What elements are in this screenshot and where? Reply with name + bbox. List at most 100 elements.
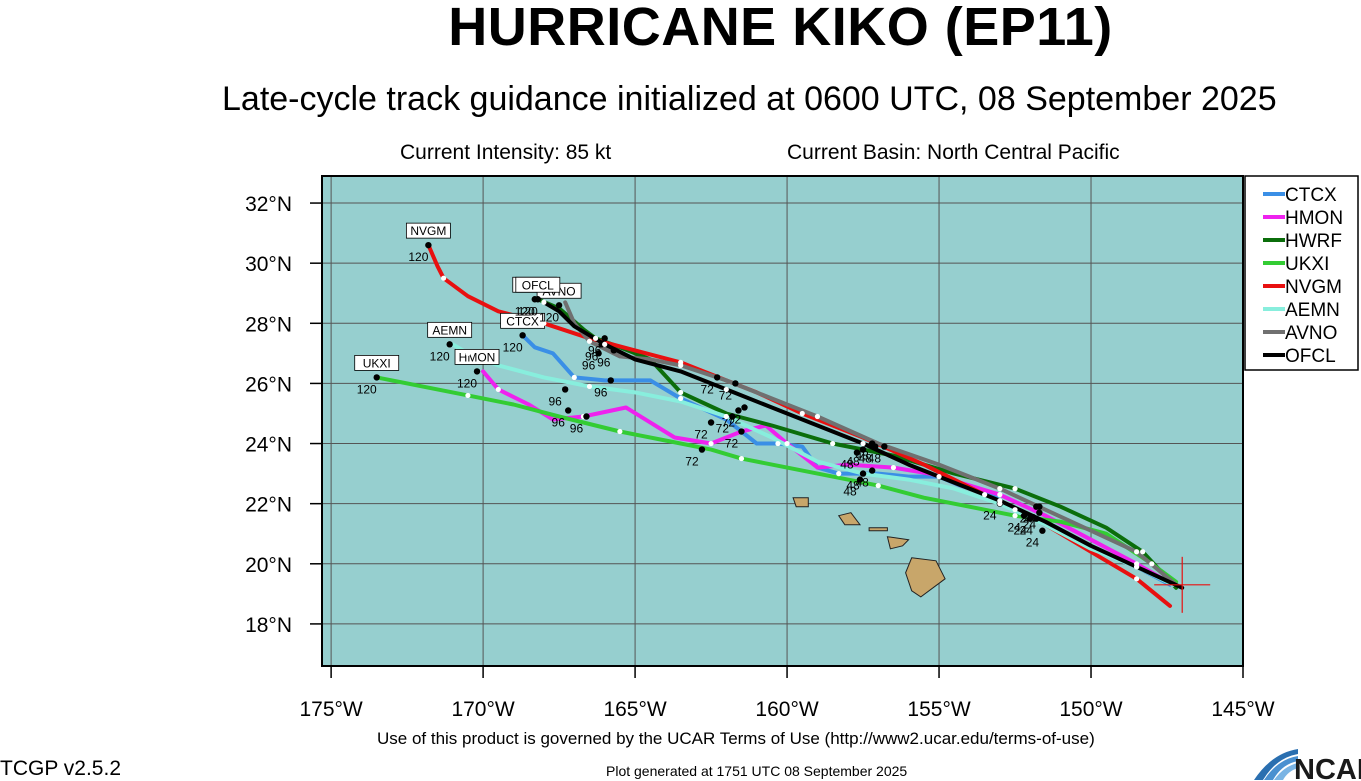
track-point-white bbox=[1140, 549, 1146, 555]
track-point-white bbox=[875, 483, 881, 489]
legend-label-ukxi: UKXI bbox=[1285, 254, 1329, 275]
generated-timestamp: Plot generated at 1751 UTC 08 September … bbox=[606, 763, 908, 779]
model-tag-ukxi: UKXI bbox=[354, 355, 400, 371]
track-point-white bbox=[814, 413, 821, 420]
forecast-hour-label: 120 bbox=[457, 376, 477, 390]
track-point-white bbox=[495, 386, 501, 393]
forecast-hour-point bbox=[741, 404, 748, 411]
model-tag-hmon: HMON bbox=[454, 348, 500, 365]
track-point-white bbox=[1134, 564, 1140, 570]
forecast-hour-label: 48 bbox=[868, 452, 882, 466]
forecast-hour-point bbox=[1033, 515, 1040, 522]
forecast-hour-point bbox=[735, 407, 742, 414]
track-point-white bbox=[678, 395, 684, 402]
track-point-white bbox=[602, 341, 608, 347]
forecast-hour-label: 120 bbox=[430, 349, 450, 363]
forecast-hour-label: 96 bbox=[585, 349, 599, 363]
track-point-white bbox=[571, 374, 577, 381]
legend-box bbox=[1244, 175, 1359, 371]
forecast-hour-point bbox=[373, 374, 380, 381]
model-tag-label: UKXI bbox=[363, 356, 391, 370]
track-point-white bbox=[723, 413, 729, 420]
legend-label-hwrf: HWRF bbox=[1285, 231, 1342, 252]
forecast-hour-point bbox=[473, 368, 481, 375]
forecast-hour-label: 48 bbox=[840, 458, 854, 472]
forecast-hour-point bbox=[534, 296, 542, 303]
forecast-hour-point bbox=[595, 350, 602, 357]
forecast-hour-point bbox=[732, 380, 739, 387]
model-tag-label: AEMN bbox=[432, 323, 467, 337]
forecast-hour-point bbox=[872, 443, 879, 450]
forecast-hour-label: 96 bbox=[570, 421, 584, 435]
forecast-hour-point bbox=[519, 332, 526, 339]
track-point-white bbox=[997, 486, 1003, 492]
forecast-hour-label: 72 bbox=[716, 421, 730, 435]
forecast-hour-label: 72 bbox=[722, 415, 736, 429]
island-maui bbox=[886, 536, 910, 550]
forecast-hour-point bbox=[713, 374, 721, 381]
current-basin: Current Basin: North Central Pacific bbox=[787, 141, 1120, 164]
track-point-white bbox=[440, 275, 447, 281]
map-frame bbox=[321, 175, 1244, 667]
model-tag-ofcl: OFCL bbox=[515, 276, 561, 293]
forecast-hour-label: 24 bbox=[1020, 524, 1034, 538]
track-point-white bbox=[775, 440, 781, 447]
track-point-white bbox=[723, 386, 729, 393]
x-tick-label: 155°W bbox=[907, 698, 970, 721]
y-tick-label: 26°N bbox=[245, 373, 292, 396]
y-tick-label: 28°N bbox=[245, 313, 292, 336]
forecast-hour-point bbox=[425, 241, 432, 249]
forecast-hour-point bbox=[868, 467, 876, 474]
track-point-white bbox=[982, 492, 988, 498]
forecast-hour-label: 24 bbox=[1023, 512, 1037, 526]
forecast-hour-point bbox=[1036, 509, 1043, 516]
forecast-hour-label: 120 bbox=[539, 310, 559, 324]
forecast-hour-label: 96 bbox=[548, 394, 562, 408]
track-point-white bbox=[541, 299, 547, 305]
forecast-hour-point bbox=[738, 428, 745, 435]
forecast-hour-label: 120 bbox=[408, 250, 428, 264]
track-aemn bbox=[450, 342, 1176, 587]
forecast-hour-label: 48 bbox=[859, 452, 873, 466]
forecast-hour-label: 120 bbox=[357, 382, 377, 396]
forecast-hour-label: 24 bbox=[1014, 524, 1028, 538]
track-point-white bbox=[1012, 513, 1018, 519]
track-point-white bbox=[592, 335, 599, 341]
forecast-hour-label: 24 bbox=[983, 509, 997, 523]
legend-label-nvgm: NVGM bbox=[1285, 277, 1342, 298]
forecast-hour-label: 96 bbox=[594, 385, 608, 399]
island-oahu bbox=[837, 512, 862, 526]
track-point-white bbox=[586, 383, 593, 390]
forecast-hour-point bbox=[881, 443, 888, 450]
legend-label-aemn: AEMN bbox=[1285, 300, 1340, 321]
track-point-white bbox=[860, 440, 866, 447]
track-point-white bbox=[836, 471, 842, 477]
track-point-white bbox=[678, 389, 684, 396]
island-molokai bbox=[868, 527, 888, 532]
y-tick-label: 18°N bbox=[245, 614, 292, 637]
island-hawaii bbox=[905, 557, 946, 598]
track-point-white bbox=[997, 492, 1003, 498]
model-tag-ctcx: CTCX bbox=[500, 312, 546, 329]
forecast-hour-point bbox=[1020, 512, 1028, 519]
forecast-hour-label: 72 bbox=[700, 382, 714, 396]
model-tag-aemn: AEMN bbox=[427, 321, 473, 338]
forecast-hour-point bbox=[859, 446, 867, 453]
forecast-hour-label: 72 bbox=[725, 437, 739, 451]
track-point-white bbox=[738, 455, 745, 462]
track-point-white bbox=[678, 362, 684, 368]
model-tag-label: OFCL bbox=[522, 278, 554, 292]
track-point-white bbox=[1149, 561, 1155, 567]
track-point-white bbox=[997, 498, 1003, 504]
terms-of-use-text: Use of this product is governed by the U… bbox=[377, 729, 1095, 748]
track-point-white bbox=[586, 338, 593, 344]
forecast-hour-label: 120 bbox=[518, 304, 538, 318]
track-point-white bbox=[830, 440, 836, 447]
model-tag-label: NVGM bbox=[410, 224, 446, 238]
forecast-hour-point bbox=[853, 449, 861, 456]
forecast-hour-point bbox=[1027, 515, 1034, 522]
legend-label-avno: AVNO bbox=[1285, 323, 1337, 344]
y-tick-label: 32°N bbox=[245, 193, 292, 216]
version-label: TCGP v2.5.2 bbox=[0, 757, 121, 780]
